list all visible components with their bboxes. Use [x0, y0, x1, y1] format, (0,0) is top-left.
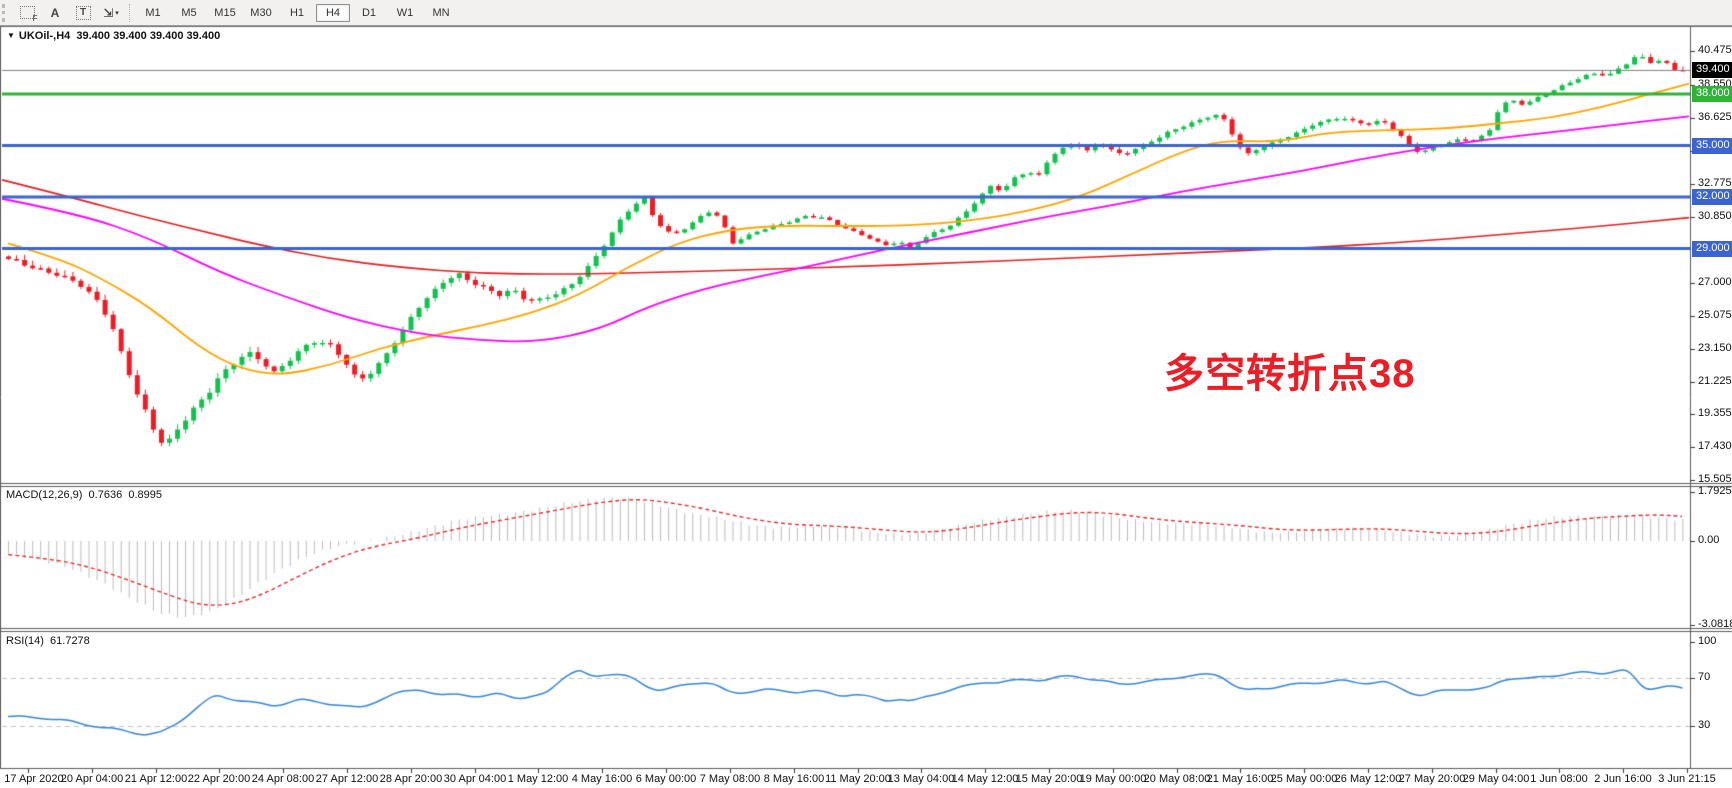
symbol-name: UKOil-,H4	[18, 30, 71, 42]
timeframe-button-m1[interactable]: M1	[145, 6, 161, 19]
toolbar: F A T ⇲ ▾ M1 M5 M15 M30 H1 H4 D1 W1 MN	[0, 0, 1732, 26]
price-axis-strip[interactable]	[1691, 27, 1732, 768]
dropdown-caret-icon[interactable]: ▾	[115, 9, 119, 17]
text-a-icon[interactable]: A	[42, 1, 68, 24]
symbol-dropdown-icon[interactable]: ▼	[7, 31, 15, 40]
quote-open: 39.400	[76, 30, 111, 42]
time-axis-strip[interactable]	[0, 769, 1690, 788]
rsi-value: 61.7278	[50, 635, 90, 647]
timeframe-button-mn[interactable]: MN	[432, 6, 450, 19]
toolbar-separator	[129, 3, 131, 22]
timeframe-button-m30[interactable]: M30	[250, 6, 272, 19]
macd-signal-value: 0.8995	[128, 489, 162, 501]
grid-glyph: F	[19, 6, 38, 23]
symbol-info[interactable]: ▼ UKOil-,H4 39.400 39.400 39.400 39.400	[7, 30, 220, 42]
chart-annotation-text: 多空转折点38	[1164, 352, 1416, 396]
timeframe-button-h4[interactable]: H4	[316, 3, 350, 22]
timeframe-button-h1[interactable]: H1	[289, 6, 305, 19]
t-glyph: T	[75, 5, 91, 20]
rsi-indicator-label: RSI(14) 61.7278	[6, 635, 90, 647]
rsi-name: RSI(14)	[6, 635, 44, 647]
quote-close: 39.400	[186, 30, 221, 42]
macd-indicator-label: MACD(12,26,9) 0.7636 0.8995	[6, 489, 162, 501]
toolbar-grip[interactable]	[2, 3, 13, 22]
macd-name: MACD(12,26,9)	[6, 489, 83, 501]
chart-grid-f-icon[interactable]: F	[14, 1, 40, 24]
arrows-glyph: ⇲	[103, 5, 114, 20]
timeframe-button-m5[interactable]: M5	[181, 6, 197, 19]
quote-high: 39.400	[113, 30, 147, 42]
a-glyph: A	[50, 5, 60, 20]
macd-main-value: 0.7636	[88, 489, 123, 501]
cursor-arrows-icon[interactable]: ⇲ ▾	[98, 1, 124, 24]
timeframe-group: M1 M5 M15 M30 H1 H4 D1 W1 MN	[135, 3, 459, 22]
timeframe-button-d1[interactable]: D1	[361, 6, 377, 19]
timeframe-button-m15[interactable]: M15	[214, 6, 236, 19]
text-t-icon[interactable]: T	[70, 1, 96, 24]
timeframe-button-w1[interactable]: W1	[396, 6, 414, 19]
quote-low: 39.400	[149, 30, 184, 42]
